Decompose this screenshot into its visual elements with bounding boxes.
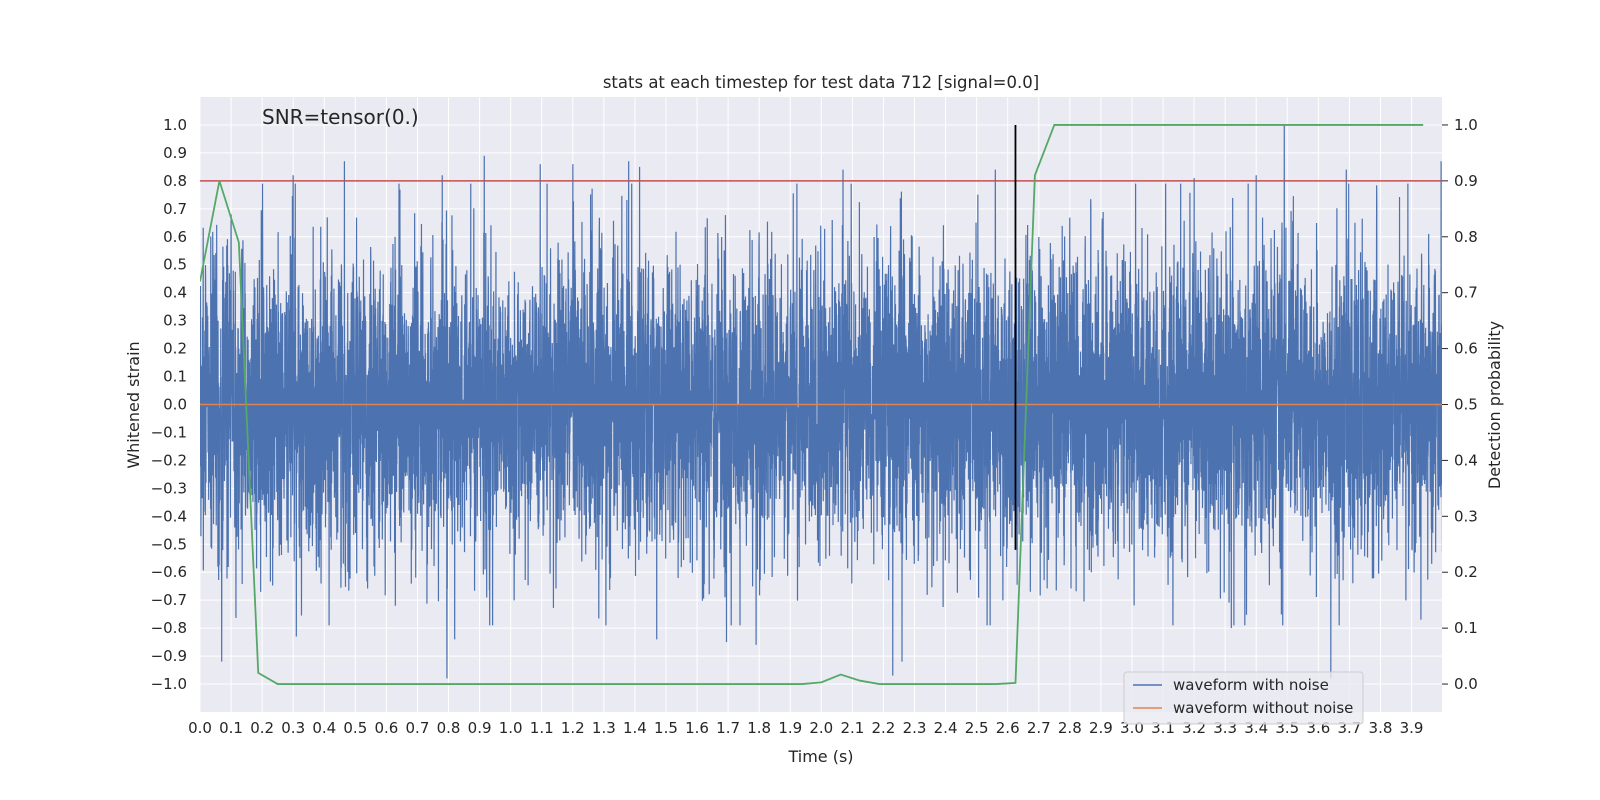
- y-tick-label: −0.5: [151, 535, 187, 553]
- x-tick-label: 1.7: [716, 719, 740, 737]
- y2-tick-label: 1.0: [1454, 116, 1478, 134]
- series-layer: [200, 124, 1442, 685]
- x-tick-label: 2.8: [1058, 719, 1082, 737]
- x-axis-label: Time (s): [787, 747, 853, 766]
- series-waveform-with-noise: [200, 124, 1442, 679]
- y-tick-label: −0.8: [151, 619, 187, 637]
- y-tick-label: 1.0: [163, 116, 187, 134]
- x-tick-label: 3.8: [1369, 719, 1393, 737]
- y-tick-label: −1.0: [151, 675, 187, 693]
- chart-title: stats at each timestep for test data 712…: [603, 73, 1039, 92]
- x-tick-label: 1.1: [530, 719, 554, 737]
- x-tick-label: 1.4: [623, 719, 647, 737]
- y-tick-label: 0.9: [163, 144, 187, 162]
- x-tick-label: 2.7: [1027, 719, 1051, 737]
- y-tick-label: 0.6: [163, 228, 187, 246]
- y-tick-label: −0.1: [151, 423, 187, 441]
- y-tick-label: 0.1: [163, 368, 187, 386]
- y2-tick-label: 0.8: [1454, 228, 1478, 246]
- y-tick-label: −0.6: [151, 563, 187, 581]
- y-tick-label: 0.5: [163, 256, 187, 274]
- x-tick-label: 0.8: [437, 719, 461, 737]
- y-tick-label: −0.4: [151, 507, 187, 525]
- y-tick-label: 0.2: [163, 340, 187, 358]
- x-tick-label: 0.2: [250, 719, 274, 737]
- y2-tick-label: 0.7: [1454, 284, 1478, 302]
- x-tick-label: 2.4: [934, 719, 958, 737]
- legend-label-noise: waveform with noise: [1173, 676, 1329, 694]
- y2-tick-label: 0.3: [1454, 507, 1478, 525]
- x-tick-label: 2.2: [872, 719, 896, 737]
- y2-axis-ticks: 1.0 0.9 0.8 0.7 0.6 0.5 0.4 0.3 0.2 0.1 0.0: [1442, 116, 1478, 693]
- y2-tick-label: 0.4: [1454, 451, 1478, 469]
- x-tick-label: 2.9: [1089, 719, 1113, 737]
- x-tick-label: 1.9: [778, 719, 802, 737]
- x-tick-label: 1.2: [561, 719, 585, 737]
- y2-tick-label: 0.9: [1454, 172, 1478, 190]
- x-tick-label: 0.9: [468, 719, 492, 737]
- x-tick-label: 2.1: [840, 719, 864, 737]
- x-tick-label: 3.9: [1400, 719, 1424, 737]
- y-tick-label: 0.8: [163, 172, 187, 190]
- x-tick-label: 0.6: [374, 719, 398, 737]
- y2-axis-label: Detection probability: [1485, 321, 1504, 489]
- y-tick-label: −0.2: [151, 451, 187, 469]
- x-tick-label: 2.6: [996, 719, 1020, 737]
- legend-box: [1123, 671, 1364, 725]
- legend: waveform with noise waveform without noi…: [1123, 671, 1364, 725]
- y-tick-label: −0.9: [151, 647, 187, 665]
- y2-tick-label: 0.1: [1454, 619, 1478, 637]
- y-tick-label: 0.7: [163, 200, 187, 218]
- y-tick-label: −0.7: [151, 591, 187, 609]
- x-tick-label: 0.7: [406, 719, 430, 737]
- x-tick-label: 1.6: [685, 719, 709, 737]
- x-tick-label: 1.0: [499, 719, 523, 737]
- y-tick-label: 0.0: [163, 396, 187, 414]
- x-tick-label: 0.3: [281, 719, 305, 737]
- y-axis-label: Whitened strain: [124, 341, 143, 468]
- y-tick-label: −0.3: [151, 479, 187, 497]
- y-tick-label: 0.3: [163, 312, 187, 330]
- y-tick-label: 0.4: [163, 284, 187, 302]
- x-tick-label: 0.4: [312, 719, 336, 737]
- x-tick-label: 2.5: [965, 719, 989, 737]
- y2-tick-label: 0.6: [1454, 340, 1478, 358]
- snr-annotation: SNR=tensor(0.): [262, 105, 419, 129]
- x-tick-label: 2.3: [903, 719, 927, 737]
- x-tick-label: 2.0: [809, 719, 833, 737]
- x-tick-label: 1.5: [654, 719, 678, 737]
- y2-tick-label: 0.0: [1454, 675, 1478, 693]
- series-detection-probability: [200, 124, 1424, 685]
- x-tick-label: 0.1: [219, 719, 243, 737]
- x-tick-label: 1.3: [592, 719, 616, 737]
- x-tick-label: 0.0: [188, 719, 212, 737]
- y2-tick-label: 0.5: [1454, 396, 1478, 414]
- x-tick-label: 0.5: [343, 719, 367, 737]
- x-tick-label: 1.8: [747, 719, 771, 737]
- legend-label-clean: waveform without noise: [1173, 699, 1353, 717]
- y2-tick-label: 0.2: [1454, 563, 1478, 581]
- y-axis-ticks: 1.0 0.9 0.8 0.7 0.6 0.5 0.4 0.3 0.2 0.1 0.0 −0.1 −0.…: [151, 116, 187, 693]
